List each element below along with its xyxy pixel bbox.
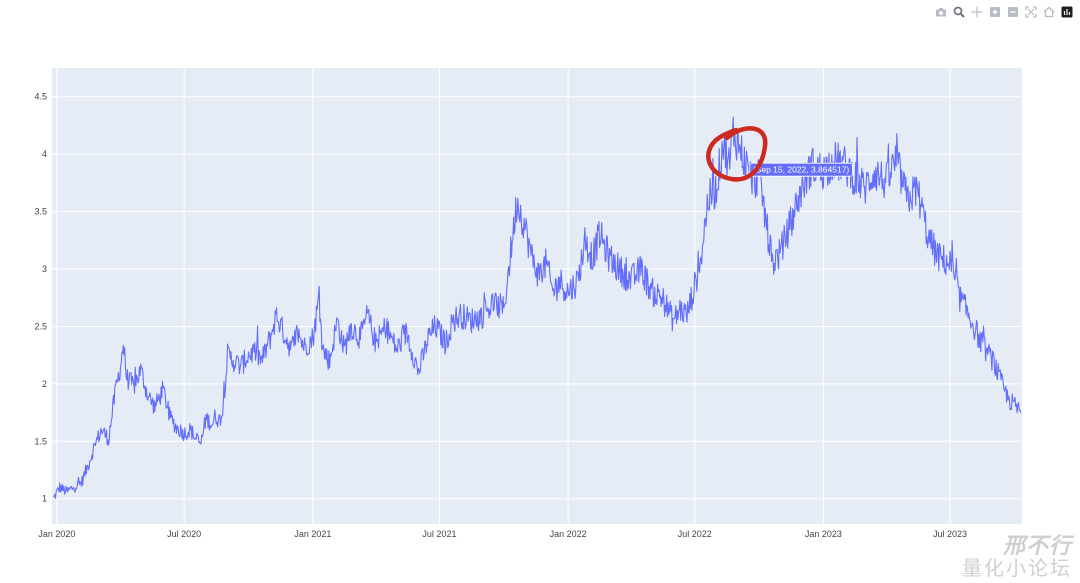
y-tick-label: 3 xyxy=(42,264,47,274)
y-tick-label: 1 xyxy=(42,494,47,504)
x-tick-label: Jul 2022 xyxy=(678,529,712,539)
watermark-line-2: 量化小论坛 xyxy=(962,556,1072,580)
hover-label-box xyxy=(749,162,853,177)
x-tick-label: Jul 2020 xyxy=(167,529,201,539)
zoom-out-icon[interactable] xyxy=(1006,5,1020,19)
y-tick-label: 2 xyxy=(42,379,47,389)
reset-axes-icon[interactable] xyxy=(1042,5,1056,19)
modebar xyxy=(934,4,1074,20)
price-series-line xyxy=(52,116,1022,499)
y-tick-label: 3.5 xyxy=(34,207,47,217)
zoom-in-icon[interactable] xyxy=(988,5,1002,19)
x-tick-label: Jul 2023 xyxy=(933,529,967,539)
x-tick-label: Jan 2020 xyxy=(38,529,75,539)
x-tick-label: Jan 2023 xyxy=(805,529,842,539)
series-layer xyxy=(52,116,1022,499)
x-tick-label: Jul 2021 xyxy=(422,529,456,539)
hover-layer: (Sep 15, 2022, 3.864517) xyxy=(749,162,853,177)
camera-icon[interactable] xyxy=(934,5,948,19)
autoscale-icon[interactable] xyxy=(1024,5,1038,19)
hand-drawn-circle-annotation xyxy=(706,126,768,182)
y-tick-label: 2.5 xyxy=(34,321,47,331)
axis-ticks: 1 1.5 2 2.5 3 3.5 4 4.5 Jan 2020 Jul 2020 Jan 2021… xyxy=(34,92,966,539)
watermark: 邢不行 量化小论坛 xyxy=(962,535,1072,579)
plotly-logo-icon[interactable] xyxy=(1060,5,1074,19)
hover-label: (Sep 15, 2022, 3.864517) xyxy=(753,165,850,175)
y-tick-label: 4 xyxy=(42,149,47,159)
x-tick-label: Jan 2022 xyxy=(550,529,587,539)
plot-area[interactable] xyxy=(52,68,1022,524)
zoom-icon[interactable] xyxy=(952,5,966,19)
watermark-line-1: 邢不行 xyxy=(1002,533,1072,559)
y-tick-label: 1.5 xyxy=(34,436,47,446)
x-tick-label: Jan 2021 xyxy=(294,529,331,539)
pan-icon[interactable] xyxy=(970,5,984,19)
y-tick-label: 4.5 xyxy=(34,92,47,102)
